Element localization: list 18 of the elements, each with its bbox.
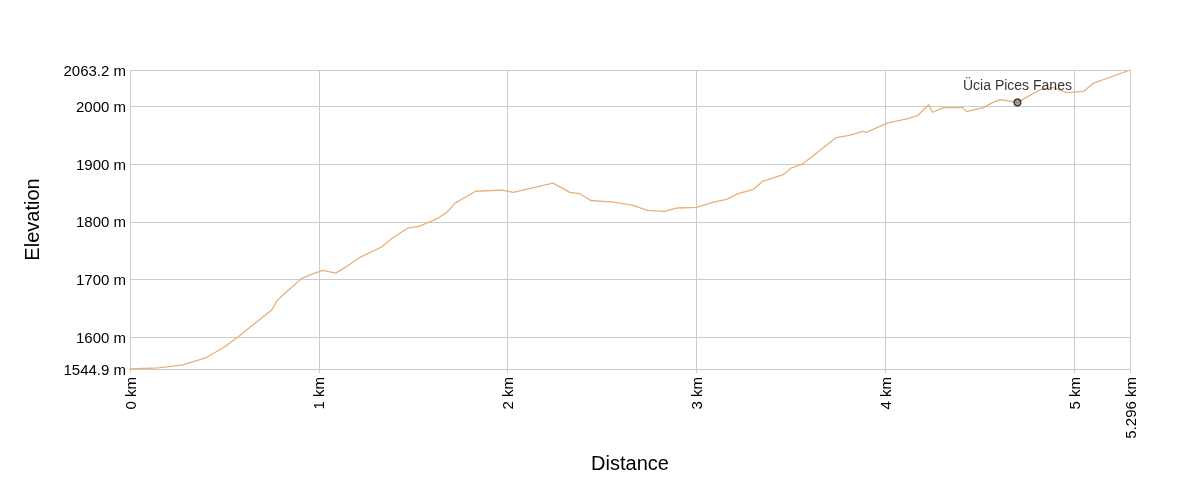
y-tick-label: 2000 m <box>75 97 126 115</box>
y-tick-label: 2063.2 m <box>63 61 126 79</box>
x-tick-label: 4 km <box>876 377 894 410</box>
x-tick-label: 3 km <box>687 377 705 410</box>
x-tick-label: 5 km <box>1065 377 1083 410</box>
y-axis-title: Elevation <box>21 178 43 261</box>
y-tick-label: 1544.9 m <box>63 360 126 378</box>
x-tick-label: 0 km <box>121 377 139 410</box>
x-axis-title: Distance <box>591 452 669 474</box>
y-tick-label: 1600 m <box>75 328 126 346</box>
line-series <box>129 69 1131 370</box>
x-tick-label: 1 km <box>310 377 328 410</box>
y-tick-label: 1700 m <box>75 271 126 289</box>
y-tick-label: 1800 m <box>75 213 126 231</box>
annotation: Ücia Pices Fanes <box>962 76 1072 94</box>
x-tick-label: 2 km <box>499 377 517 410</box>
x-tick-label: 5.296 km <box>1121 377 1139 439</box>
y-tick-label: 1900 m <box>75 155 126 173</box>
